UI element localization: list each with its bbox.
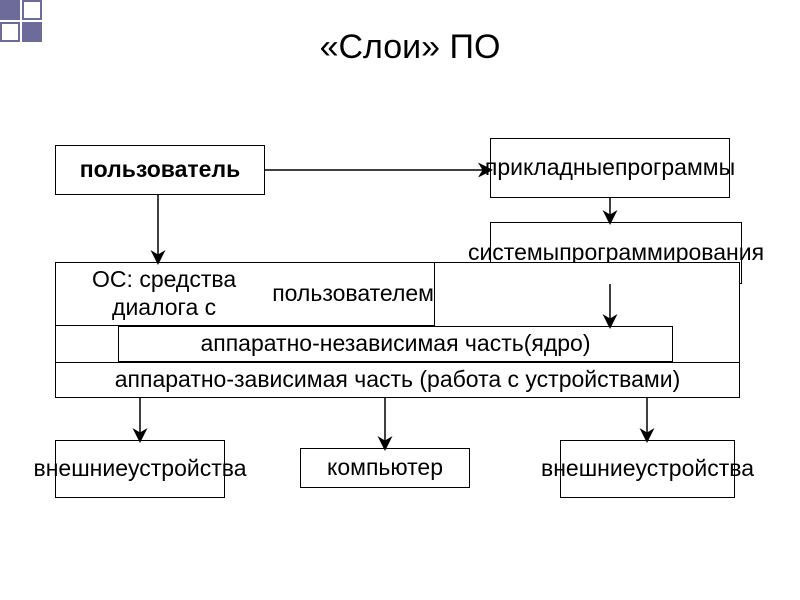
box-hw-dep: аппаратно-зависимая часть (работа с устр… xyxy=(55,362,740,398)
ext1-text: внешние xyxy=(34,455,129,483)
corner-sq-0 xyxy=(0,0,20,20)
user-text: пользователь xyxy=(80,156,240,184)
corner-sq-3 xyxy=(22,22,42,42)
box-ext2: внешниеустройства xyxy=(560,440,735,498)
hw_indep-text: аппаратно-независимая часть(ядро) xyxy=(200,330,590,358)
ext2-text: устройства xyxy=(636,455,755,483)
computer-text: компьютер xyxy=(327,454,443,482)
corner-sq-2 xyxy=(0,22,20,42)
box-hw-indep: аппаратно-независимая часть(ядро) xyxy=(118,326,673,362)
box-computer: компьютер xyxy=(300,448,470,488)
box-ext1: внешниеустройства xyxy=(55,440,225,498)
page-title: «Слои» ПО xyxy=(240,28,580,67)
ext2-text: внешние xyxy=(541,455,636,483)
apps-text: программы xyxy=(615,154,735,182)
apps-text: прикладные xyxy=(485,154,615,182)
hw_dep-text: аппаратно-зависимая часть (работа с устр… xyxy=(115,366,681,394)
ext1-text: устройства xyxy=(128,455,247,483)
box-apps: прикладныепрограммы xyxy=(490,138,730,198)
box-user: пользователь xyxy=(55,145,265,195)
os_dialog-text: пользователем xyxy=(272,280,434,308)
corner-sq-1 xyxy=(22,0,42,20)
box-os-dialog: ОС: средства диалога спользователем xyxy=(55,262,435,326)
os_dialog-text: ОС: средства диалога с xyxy=(56,266,272,321)
